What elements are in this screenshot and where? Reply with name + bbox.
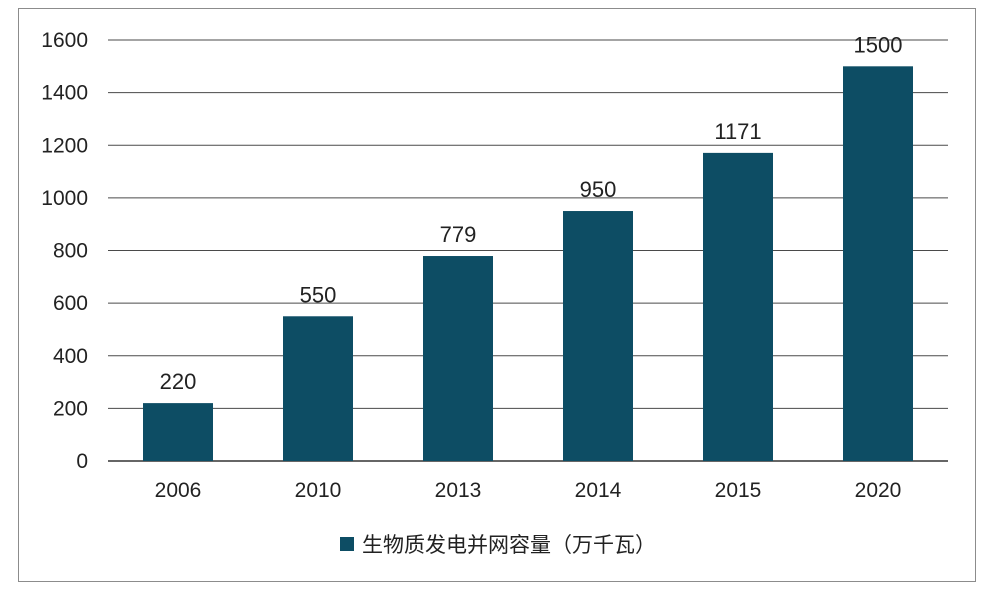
data-label: 220 bbox=[160, 369, 197, 394]
y-tick-label: 1600 bbox=[41, 29, 88, 52]
x-tick-label: 2013 bbox=[435, 479, 482, 502]
data-label: 550 bbox=[300, 282, 337, 307]
data-label: 779 bbox=[440, 222, 477, 247]
bar bbox=[843, 66, 913, 461]
bar bbox=[423, 256, 493, 461]
x-axis: 2006 2010 2013 2014 2015 2020 bbox=[155, 479, 902, 502]
y-tick-label: 1400 bbox=[41, 82, 88, 105]
bar bbox=[143, 403, 213, 461]
y-tick-label: 400 bbox=[53, 345, 88, 368]
x-tick-label: 2010 bbox=[295, 479, 342, 502]
y-tick-label: 1200 bbox=[41, 134, 88, 157]
bar bbox=[703, 152, 773, 462]
x-tick-label: 2015 bbox=[715, 479, 762, 502]
bar bbox=[563, 211, 633, 461]
legend: 生物质发电并网容量（万千瓦） bbox=[0, 526, 996, 562]
gridlines bbox=[108, 39, 948, 462]
x-tick-label: 2014 bbox=[575, 479, 622, 502]
y-tick-label: 0 bbox=[76, 450, 88, 473]
data-labels: 220 550 779 950 1171 1500 bbox=[160, 32, 903, 394]
bar bbox=[283, 316, 353, 461]
y-tick-label: 800 bbox=[53, 240, 88, 263]
data-label: 1171 bbox=[714, 119, 761, 144]
bars bbox=[143, 66, 913, 462]
data-label: 950 bbox=[580, 177, 617, 202]
x-tick-label: 2020 bbox=[855, 479, 902, 502]
data-label: 1500 bbox=[854, 32, 903, 57]
y-tick-label: 1000 bbox=[41, 187, 88, 210]
y-axis: 0 200 400 600 800 1000 1200 1400 1600 bbox=[41, 29, 88, 473]
chart-frame bbox=[18, 8, 976, 582]
y-tick-label: 200 bbox=[53, 397, 88, 420]
legend-swatch bbox=[340, 537, 354, 551]
legend-label: 生物质发电并网容量（万千瓦） bbox=[362, 533, 656, 557]
x-tick-label: 2006 bbox=[155, 479, 202, 502]
y-tick-label: 600 bbox=[53, 292, 88, 315]
